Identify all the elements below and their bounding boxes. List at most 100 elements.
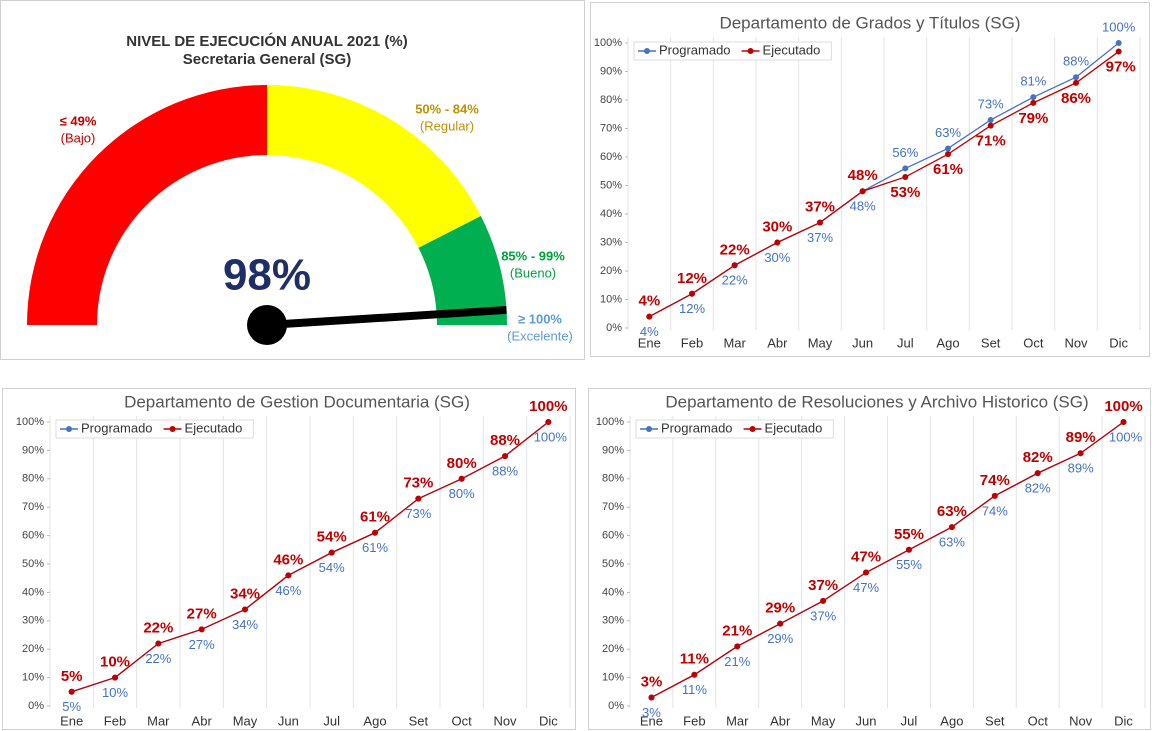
data-label: 4% [640,324,659,339]
data-label: 89% [1068,461,1094,476]
y-tick-label: 20% [22,643,44,655]
data-label: 22% [143,619,173,636]
data-label: 34% [232,617,258,632]
y-tick-label: 40% [22,586,44,598]
data-label: 81% [1020,74,1046,89]
series-line [649,51,1120,318]
chart-title: Departamento de Grados y Títulos (SG) [719,13,1020,32]
band-sublabel: (Regular) [420,118,474,133]
data-label: 46% [273,551,303,568]
band-label: 50% - 84% [415,101,479,116]
legend-label: Ejecutado [185,420,243,435]
data-label: 11% [682,682,707,697]
data-label: 63% [939,535,965,550]
y-tick-label: 70% [600,122,622,134]
data-label: 56% [892,145,918,160]
band-label: ≤ 49% [60,113,97,128]
x-tick-label: Set [985,713,1005,728]
data-label: 37% [808,577,838,594]
data-point [328,549,335,556]
data-label: 88% [492,464,518,479]
gauge-band [418,216,507,325]
x-tick-label: Jul [323,713,340,728]
data-point [777,620,784,627]
data-point [458,475,465,482]
data-label: 3% [641,673,663,690]
x-tick-label: Feb [681,335,703,350]
y-tick-label: 10% [22,672,44,684]
x-tick-label: Abr [767,335,788,350]
y-tick-label: 40% [600,208,622,220]
y-tick-label: 70% [22,501,44,513]
y-tick-label: 60% [602,530,624,542]
y-tick-label: 30% [22,615,44,627]
series-line [651,421,1124,699]
data-label: 47% [853,580,879,595]
panel [590,2,1150,357]
y-tick-label: 0% [608,700,624,712]
data-label: 37% [810,608,836,623]
data-point [734,643,741,650]
data-label: 79% [1018,110,1048,127]
data-point [902,173,909,180]
band-sublabel: (Bajo) [61,130,96,145]
data-point [242,606,248,613]
x-tick-label: Nov [493,713,517,728]
x-tick-label: Jun [856,713,877,728]
data-point [198,626,205,633]
data-label: 100% [529,398,567,415]
legend-label: Ejecutado [765,420,823,435]
data-label: 34% [230,585,260,602]
x-tick-label: Dic [539,713,558,728]
data-label: 73% [403,475,433,492]
data-label: 30% [762,218,792,235]
gauge-title: NIVEL DE EJECUCIÓN ANUAL 2021 (%) [126,32,407,50]
panel [0,0,585,360]
y-tick-label: 10% [600,293,622,305]
legend-label: Programado [661,420,733,435]
data-point [502,453,508,460]
data-label: 37% [807,230,833,245]
data-point [817,219,823,226]
data-label: 88% [1063,54,1089,69]
y-tick-label: 80% [600,94,622,106]
data-label: 88% [490,432,520,449]
data-label: 27% [189,637,215,652]
data-label: 37% [805,199,835,216]
x-tick-label: Feb [104,713,126,728]
x-tick-label: Feb [683,713,705,728]
legend-marker [644,48,650,54]
data-label: 5% [62,699,81,714]
y-tick-label: 90% [602,444,624,456]
legend-marker [749,426,756,432]
x-tick-label: Ene [60,713,83,728]
data-label: 22% [720,241,750,258]
data-point [545,419,552,425]
y-tick-label: 60% [22,530,44,542]
legend-label: Ejecutado [763,42,821,57]
data-point [1030,94,1037,101]
data-point [945,151,951,158]
band-sublabel: (Excelente) [507,328,573,343]
chart-title: Departamento de Gestion Documentaria (SG… [124,392,470,411]
x-tick-label: Set [409,713,429,728]
x-tick-label: Ene [638,335,661,350]
data-label: 54% [317,529,347,546]
x-tick-label: Oct [452,713,473,728]
data-label: 22% [722,273,748,288]
data-label: 48% [848,167,878,184]
data-label: 80% [447,455,477,472]
band-sublabel: (Bueno) [510,265,556,280]
x-tick-label: May [811,713,836,728]
x-tick-label: Oct [1028,713,1049,728]
data-label: 100% [1104,398,1142,415]
data-label: 80% [449,486,475,501]
band-label: ≥ 100% [518,311,562,326]
data-label: 55% [894,526,924,543]
data-point [646,313,653,320]
data-label: 4% [638,293,660,310]
y-tick-label: 0% [28,700,44,712]
x-tick-label: Mar [726,713,749,728]
data-point [155,640,162,647]
legend-box [55,419,254,439]
